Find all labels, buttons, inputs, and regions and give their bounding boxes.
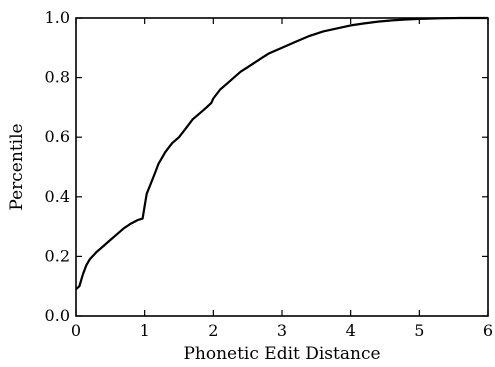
x-axis-ticks: 0 1 2 3 4 5 6 — [71, 18, 493, 340]
x-tick-label: 2 — [208, 321, 218, 340]
x-tick-label: 4 — [346, 321, 356, 340]
y-tick-label: 0.8 — [45, 68, 70, 87]
plot-frame — [75, 17, 489, 317]
x-axis-title: Phonetic Edit Distance — [183, 344, 380, 364]
y-tick-label: 0.4 — [45, 187, 70, 206]
x-tick-label: 5 — [414, 321, 424, 340]
y-tick-label: 1.0 — [45, 8, 70, 27]
series-line — [75, 16, 488, 291]
x-tick-label: 0 — [71, 321, 81, 340]
y-axis-ticks: 0.0 0.2 0.4 0.6 0.8 1.0 — [45, 8, 488, 325]
x-tick-label: 6 — [483, 321, 493, 340]
x-tick-label: 3 — [277, 321, 287, 340]
y-axis-title: Percentile — [7, 123, 27, 210]
y-tick-label: 0.0 — [45, 306, 70, 325]
x-tick-label: 1 — [140, 321, 150, 340]
y-tick-label: 0.2 — [45, 246, 70, 265]
y-tick-label: 0.6 — [45, 127, 70, 146]
